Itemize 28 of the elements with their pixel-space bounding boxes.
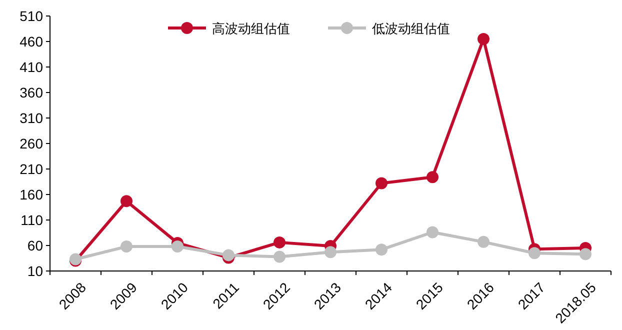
legend-label: 高波动组估值	[212, 21, 290, 37]
y-tick-label: 410	[20, 59, 44, 75]
y-tick-label: 210	[20, 161, 44, 177]
point	[376, 244, 388, 256]
point	[274, 250, 286, 263]
y-tick-label: 360	[20, 84, 44, 100]
point	[120, 195, 132, 208]
y-tick-label: 510	[20, 8, 44, 24]
y-tick-label: 110	[20, 212, 44, 228]
point	[580, 248, 592, 260]
point	[222, 249, 234, 262]
point	[324, 246, 336, 258]
y-tick-label: 310	[20, 110, 44, 126]
point	[426, 226, 438, 238]
point	[172, 240, 184, 253]
point	[274, 236, 286, 248]
y-tick-label: 460	[20, 34, 44, 50]
point	[528, 247, 540, 260]
point	[478, 236, 490, 248]
y-tick-label: 10	[27, 263, 44, 279]
point	[376, 177, 388, 190]
y-tick-label: 260	[20, 136, 44, 152]
y-tick-label: 60	[27, 238, 44, 254]
y-tick-label: 160	[20, 186, 44, 202]
point	[426, 171, 438, 184]
point	[478, 32, 490, 45]
point	[120, 240, 132, 253]
legend-label: 低波动组估值	[372, 22, 450, 37]
